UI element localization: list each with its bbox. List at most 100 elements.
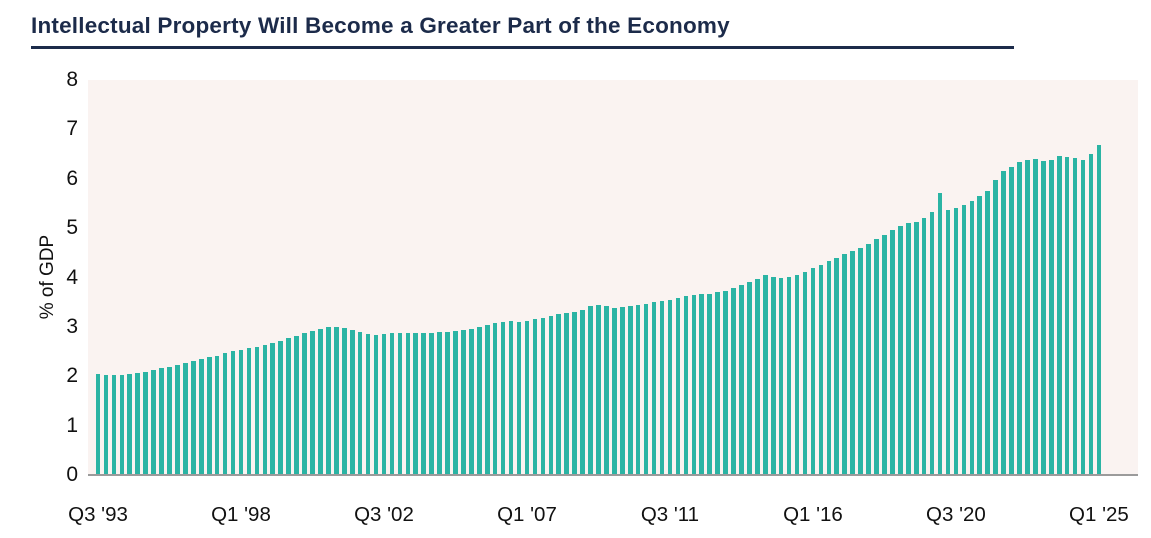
bar <box>365 333 371 475</box>
x-axis-line <box>88 474 1138 476</box>
bar <box>334 326 339 475</box>
y-tick-label: 5 <box>66 216 78 240</box>
bar <box>921 218 927 475</box>
x-tick-label: Q3 '93 <box>68 503 128 526</box>
bar <box>612 308 617 475</box>
bar <box>755 278 760 475</box>
bar <box>469 328 474 475</box>
x-tick-label: Q3 '20 <box>926 503 986 526</box>
bar <box>516 321 522 475</box>
bar <box>874 239 879 475</box>
bar <box>1017 162 1022 475</box>
bar <box>318 328 323 475</box>
bar <box>524 320 530 475</box>
bar <box>564 313 569 475</box>
bar <box>484 324 490 475</box>
y-tick-label: 1 <box>66 413 78 437</box>
bar <box>572 311 577 475</box>
x-tick-label: Q3 '11 <box>640 503 700 526</box>
bar <box>604 306 609 475</box>
bar <box>214 355 220 475</box>
bar <box>206 357 212 475</box>
bar <box>961 204 967 475</box>
y-tick-label: 3 <box>66 314 78 338</box>
bar <box>222 353 228 475</box>
bar <box>620 306 625 475</box>
y-tick-label: 7 <box>66 117 78 141</box>
y-tick-label: 4 <box>66 265 78 289</box>
bar <box>699 294 705 475</box>
bar <box>381 334 387 475</box>
bar <box>310 330 315 475</box>
bar <box>580 309 585 475</box>
bar <box>834 257 840 475</box>
bar <box>127 374 133 475</box>
y-tick-label: 8 <box>66 68 78 91</box>
bar <box>882 234 887 475</box>
bar <box>111 375 117 475</box>
bar <box>1025 160 1030 475</box>
bar <box>254 346 260 475</box>
bar <box>691 295 697 475</box>
bar <box>953 207 959 475</box>
bar <box>302 333 307 475</box>
bar <box>1096 145 1102 475</box>
bar <box>818 264 824 475</box>
bar <box>508 321 514 475</box>
bar <box>747 282 752 475</box>
x-tick-label: Q1 '07 <box>497 503 557 526</box>
x-tick-label: Q1 '16 <box>783 503 843 526</box>
bar <box>802 271 808 475</box>
bar <box>246 348 252 475</box>
bar <box>278 340 283 475</box>
bar <box>119 375 125 475</box>
bar <box>238 349 244 475</box>
y-tick-label: 6 <box>66 166 78 190</box>
title-underline <box>31 46 1014 49</box>
bar <box>667 299 673 475</box>
bar <box>858 247 863 475</box>
bar <box>437 332 442 475</box>
bar <box>461 330 466 475</box>
bar <box>890 229 895 475</box>
bar <box>500 321 506 475</box>
bar <box>596 305 601 475</box>
bar <box>683 296 689 475</box>
bar <box>198 359 204 475</box>
bar <box>1072 157 1078 475</box>
bar <box>159 368 164 475</box>
bar <box>341 328 347 475</box>
bar <box>540 317 546 475</box>
bar <box>413 332 419 475</box>
bar <box>715 292 720 475</box>
bar <box>739 285 744 475</box>
x-tick-label: Q1 '25 <box>1069 503 1129 526</box>
bar <box>1064 157 1070 475</box>
bar <box>270 342 276 475</box>
bar <box>397 332 403 475</box>
bar <box>453 331 458 475</box>
bar <box>103 374 109 475</box>
bar <box>492 322 498 475</box>
bar <box>977 196 983 475</box>
bar <box>929 211 935 475</box>
bar <box>532 319 538 475</box>
bar <box>1001 171 1006 475</box>
bar <box>175 365 180 475</box>
bar <box>770 276 776 475</box>
bar <box>1088 154 1094 475</box>
bar <box>421 333 426 475</box>
bar <box>643 304 649 475</box>
bar <box>294 335 299 475</box>
bar <box>1080 160 1086 475</box>
bar <box>556 314 562 475</box>
bar <box>898 225 903 475</box>
bar <box>262 344 268 475</box>
bar <box>675 298 681 475</box>
bar <box>286 338 291 475</box>
bar <box>937 192 943 475</box>
bar <box>95 373 101 475</box>
bar <box>635 304 641 475</box>
bar <box>143 371 148 475</box>
